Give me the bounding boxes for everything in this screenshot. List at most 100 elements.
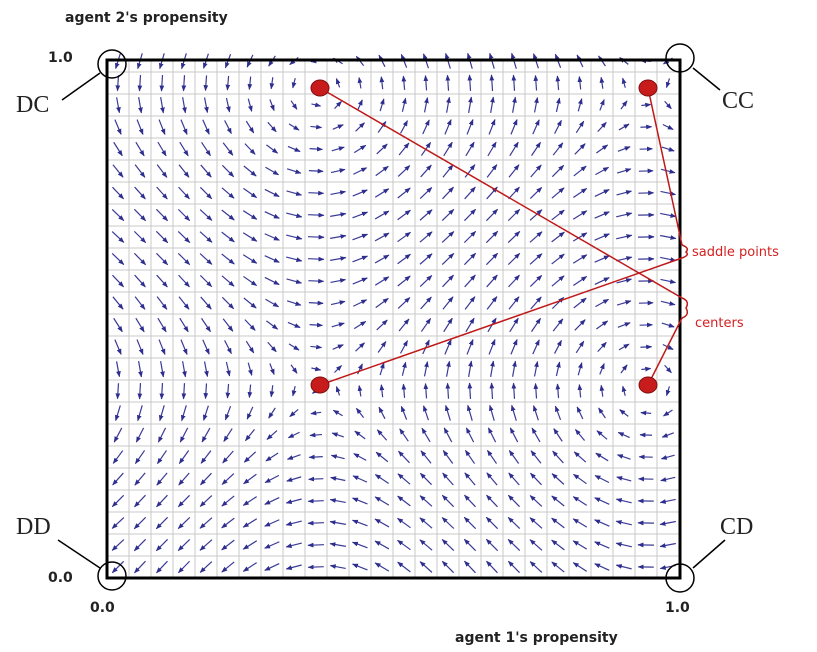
field-arrow <box>352 233 369 241</box>
field-arrow <box>444 404 451 421</box>
field-arrow <box>463 538 477 552</box>
field-arrow <box>331 322 345 328</box>
field-arrow <box>551 296 565 310</box>
field-arrow <box>133 208 147 222</box>
field-arrow <box>222 142 234 156</box>
field-arrow <box>112 186 124 200</box>
field-arrow <box>201 142 211 157</box>
field-arrow <box>247 384 253 399</box>
field-arrow <box>594 497 610 505</box>
field-arrow <box>375 451 389 463</box>
field-arrow <box>659 498 676 504</box>
corner-markers <box>57 43 726 593</box>
field-arrow <box>352 475 368 483</box>
field-arrow <box>464 296 476 310</box>
field-arrow <box>555 75 561 91</box>
field-arrow <box>225 361 231 377</box>
field-arrow <box>488 339 496 355</box>
field-arrow <box>443 427 453 443</box>
field-arrow <box>242 496 258 506</box>
field-arrow <box>269 385 275 398</box>
field-arrow <box>512 360 517 377</box>
field-arrow <box>616 234 633 240</box>
field-arrow <box>574 319 586 331</box>
field-arrow <box>177 538 191 552</box>
field-arrow <box>532 119 540 135</box>
field-arrow <box>242 254 258 264</box>
field-arrow <box>594 255 610 263</box>
field-arrow <box>442 164 454 178</box>
field-arrow <box>221 275 235 287</box>
field-arrow <box>442 472 454 486</box>
field-arrow <box>308 300 324 306</box>
field-arrow <box>419 209 433 221</box>
plot-frame <box>105 58 682 580</box>
field-arrow <box>554 339 562 354</box>
field-arrow <box>397 231 411 243</box>
field-arrow <box>441 539 455 551</box>
field-arrow <box>332 409 343 417</box>
field-arrow <box>243 187 258 199</box>
field-arrow <box>199 539 213 551</box>
field-arrow <box>419 231 433 243</box>
field-arrow <box>660 454 675 460</box>
field-arrow <box>376 429 388 441</box>
field-arrow <box>616 300 632 306</box>
field-arrow <box>660 256 677 262</box>
field-arrow <box>552 142 564 156</box>
field-arrow <box>264 497 280 505</box>
field-arrow <box>111 231 125 243</box>
field-arrow <box>265 298 280 308</box>
field-arrow <box>135 317 145 333</box>
field-arrow <box>330 278 347 284</box>
field-arrow <box>290 364 298 374</box>
field-arrow <box>551 473 565 485</box>
field-arrow <box>420 164 432 178</box>
field-arrow <box>442 450 454 464</box>
field-arrow <box>486 560 498 574</box>
field-arrow <box>599 363 605 375</box>
field-arrow <box>221 231 235 243</box>
field-arrow <box>288 343 300 351</box>
field-arrow <box>222 318 234 332</box>
field-arrow <box>352 277 368 285</box>
annotation-line <box>319 87 683 299</box>
field-arrow <box>115 383 121 400</box>
field-arrow <box>307 498 324 504</box>
field-arrow <box>287 321 301 329</box>
field-arrow <box>155 538 169 552</box>
field-arrow <box>661 146 675 152</box>
field-arrow <box>533 360 539 377</box>
field-arrow <box>573 165 587 177</box>
field-arrow <box>660 278 677 284</box>
field-arrow <box>155 208 169 222</box>
field-arrow <box>575 340 585 354</box>
field-arrow <box>401 383 407 398</box>
field-arrow <box>572 232 588 242</box>
field-arrow <box>555 361 561 377</box>
field-arrow <box>242 540 258 550</box>
field-arrow <box>620 100 628 110</box>
field-arrow <box>374 232 390 242</box>
field-arrow <box>400 405 408 420</box>
field-arrow <box>379 98 385 112</box>
grid <box>106 60 680 579</box>
field-arrow <box>221 539 235 551</box>
field-arrow <box>464 494 476 508</box>
field-arrow <box>135 427 145 443</box>
field-arrow <box>351 541 368 549</box>
field-arrow <box>134 450 146 465</box>
field-arrow <box>508 450 520 464</box>
field-arrow <box>464 164 476 178</box>
field-arrow <box>377 120 387 133</box>
field-arrow <box>180 339 188 355</box>
field-arrow <box>551 209 565 221</box>
field-arrow <box>286 256 303 262</box>
field-arrow <box>200 164 212 178</box>
field-arrow <box>203 361 209 378</box>
field-arrow <box>285 564 302 570</box>
field-arrow <box>485 252 499 266</box>
field-arrow <box>134 164 146 178</box>
field-arrow <box>307 542 324 548</box>
brace <box>681 297 689 319</box>
